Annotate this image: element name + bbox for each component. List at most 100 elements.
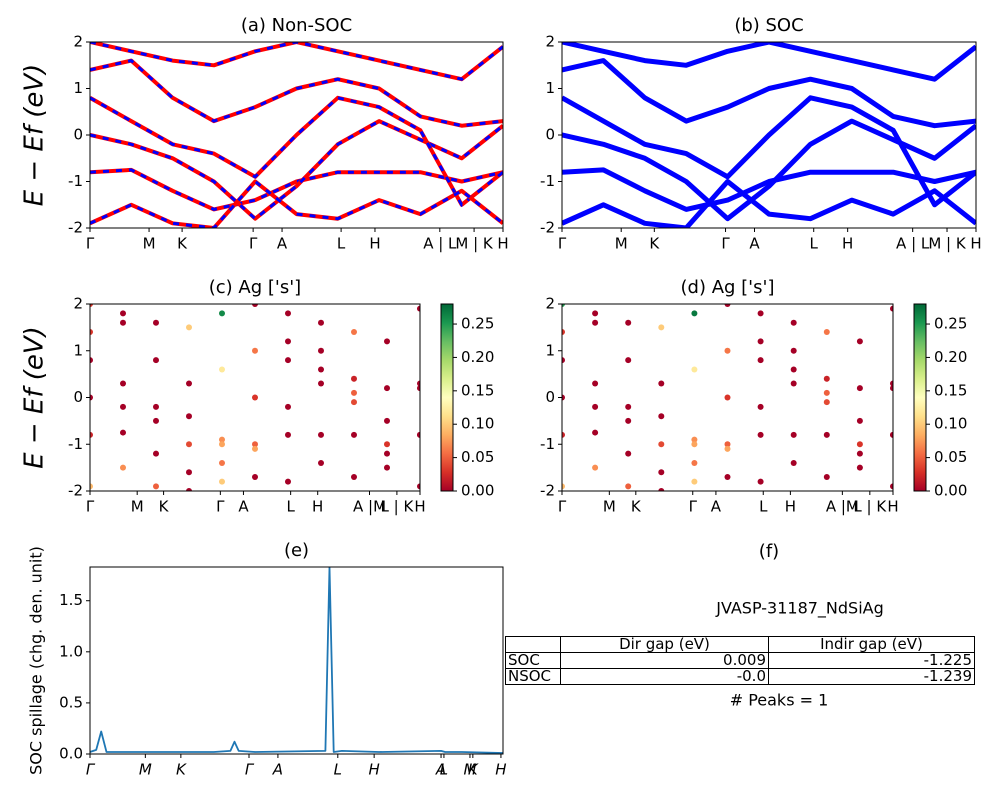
band-line	[90, 58, 503, 128]
band-point	[90, 483, 93, 490]
band-point	[757, 403, 764, 410]
x-tick-label: M | K	[928, 235, 967, 253]
cell: -1.239	[768, 668, 975, 685]
band-point	[592, 380, 599, 387]
band-point	[757, 431, 764, 438]
band-point	[186, 488, 192, 491]
y-tick-label: -2	[540, 482, 555, 500]
colorbar-tick-label: 0.05	[461, 448, 494, 466]
band-point	[724, 441, 731, 448]
x-tick-label: K	[649, 235, 660, 253]
band-point	[351, 329, 357, 336]
x-tick-label: A	[749, 235, 760, 253]
band-point	[856, 441, 863, 448]
x-tick-label: H	[842, 235, 853, 253]
colorbar-tick-label: 0.15	[461, 381, 494, 399]
band-point	[625, 319, 632, 326]
y-tick-label: 0	[545, 126, 555, 144]
band-line	[562, 58, 976, 129]
band-point	[351, 399, 357, 406]
y-tick-label: 0.5	[59, 693, 83, 711]
y-tick-label: -2	[68, 482, 83, 500]
colorbar-tick-label: 0.10	[934, 415, 967, 433]
row: NSOC -0.0 -1.239	[505, 668, 975, 685]
panel-title: (c) Ag ['s']	[209, 277, 301, 298]
band-point	[219, 366, 225, 373]
band-point	[691, 436, 698, 443]
x-tick-label: Γ	[86, 761, 96, 779]
band-point	[724, 347, 731, 354]
band-point	[562, 431, 565, 438]
plot-area	[562, 42, 976, 228]
band-point	[724, 304, 731, 307]
x-tick-label: Γ	[721, 235, 730, 253]
band-point	[384, 450, 390, 457]
band-point	[823, 473, 830, 480]
band-point	[153, 483, 159, 490]
band-line	[90, 167, 503, 212]
y-tick-label: 1.0	[59, 642, 83, 660]
band-point	[757, 310, 764, 317]
x-tick-label: A	[277, 235, 288, 253]
axes-frame	[89, 41, 504, 229]
colorbar-tick-label: 0.10	[461, 415, 494, 433]
y-tick-label: 0	[545, 388, 555, 406]
band-point	[384, 464, 390, 471]
row: SOC 0.009 -1.225	[505, 652, 975, 669]
band-point	[186, 413, 192, 420]
band-point	[90, 329, 93, 336]
band-point	[120, 319, 126, 326]
band-point	[823, 329, 830, 336]
band-point	[384, 338, 390, 345]
band-point	[856, 417, 863, 424]
band-point	[351, 375, 357, 382]
peaks-note: # Peaks = 1	[730, 691, 829, 710]
band-point	[625, 403, 632, 410]
y-tick-label: 2	[545, 33, 555, 51]
panel-title: (f)	[759, 541, 779, 562]
band-point	[252, 441, 258, 448]
band-point	[318, 431, 324, 438]
x-tick-label: H	[312, 498, 323, 516]
y-tick-label: 1.5	[59, 591, 83, 609]
x-tick-label: L	[759, 498, 768, 516]
band-point	[562, 329, 565, 336]
band-point	[856, 338, 863, 345]
y-axis-label: SOC spillage (chg. den. unit)	[27, 546, 46, 775]
x-tick-label: Γ	[558, 235, 567, 253]
band-point	[691, 366, 698, 373]
x-tick-label: L	[810, 235, 819, 253]
band-point	[790, 319, 797, 326]
material-id: JVASP-31187_NdSiAg	[715, 599, 884, 619]
band-point	[90, 431, 93, 438]
band-point	[790, 431, 797, 438]
band-line-dashed	[90, 96, 503, 208]
band-point	[351, 431, 357, 438]
y-tick-label: 2	[73, 33, 83, 51]
band-point	[186, 469, 192, 476]
row-label: SOC	[505, 652, 561, 669]
band-point	[285, 431, 291, 438]
band-point	[757, 357, 764, 364]
x-tick-label: M	[131, 498, 144, 516]
band-point	[890, 431, 893, 438]
band-point	[724, 394, 731, 401]
band-point	[153, 403, 159, 410]
band-point	[856, 464, 863, 471]
band-point	[90, 357, 93, 364]
band-point	[890, 385, 893, 392]
band-point	[890, 483, 893, 490]
band-point	[823, 375, 830, 382]
x-tick-label: L	[337, 235, 346, 253]
band-point	[691, 310, 698, 317]
plot-area	[90, 304, 420, 491]
band-point	[351, 473, 357, 480]
x-tick-label: K	[159, 498, 170, 516]
band-point	[625, 417, 632, 424]
band-point	[562, 357, 565, 364]
band-point	[658, 324, 665, 331]
x-tick-label: H	[785, 498, 796, 516]
plot-area	[90, 42, 503, 228]
